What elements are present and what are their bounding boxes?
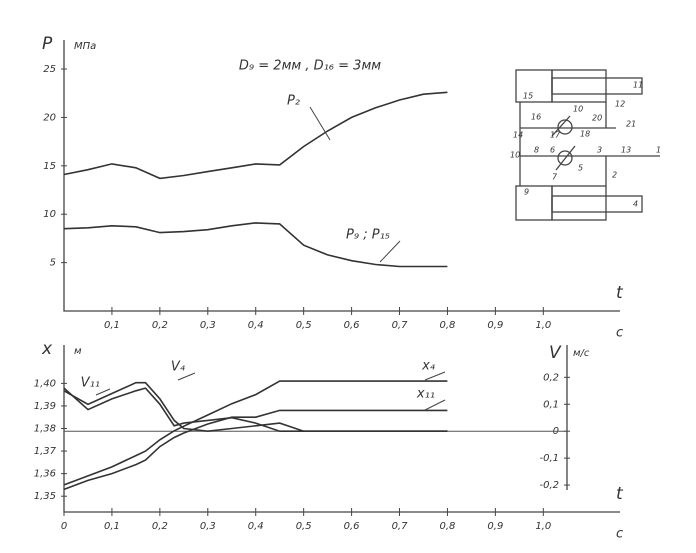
x-tick-label: 0,5 [296,320,312,331]
label-leader [309,106,331,141]
schematic-label: 3 [597,146,602,155]
label-leader [95,388,111,396]
schematic-label: 13 [621,146,631,155]
x-tick-label: 0,5 [296,521,312,532]
axes [63,40,620,312]
series-line [63,222,448,268]
series-line [63,380,448,486]
y-axis-unit: МПа [74,41,96,52]
schematic-label: 17 [550,131,561,140]
series-line [63,381,448,433]
schematic-label: 10 [573,105,583,114]
label-leader [424,399,446,411]
y-tick-label: 25 [43,64,56,75]
y-tick-label: 5 [50,258,56,269]
x-tick-label: 1,0 [535,320,551,331]
label-leader [424,371,446,381]
y-tick-label: 10 [43,209,56,220]
series-line [63,91,448,180]
series-label: P₂ [287,94,300,109]
schematic-label: 4 [633,200,638,209]
y2-tick-label: -0,1 [539,453,559,464]
schematic-label: 11 [633,81,643,90]
y-tick-label: 1,35 [34,491,56,502]
y-tick-label: 1,39 [34,401,56,412]
x-tick-label: 0 [61,521,67,532]
schematic-label: 15 [523,92,533,101]
schematic-label: 21 [626,120,636,129]
x-tick-label: 0,7 [392,320,409,331]
x-axis-unit: с [616,527,623,542]
schematic-label: 18 [580,130,590,139]
schematic-label: 5 [578,164,583,173]
y-axis-label: P [42,34,53,54]
series-line [63,409,448,491]
x-tick-label: 0,4 [248,521,264,532]
y2-axis-unit: м/с [573,348,590,359]
y-tick-label: 20 [43,112,56,123]
schematic-label: 8 [534,146,539,155]
x-tick-label: 0,1 [104,521,120,532]
y-axis-unit: м [74,346,82,357]
x-tick-label: 0,9 [487,320,503,331]
schematic-label: 7 [552,173,558,182]
x-tick-label: 0,1 [104,320,120,331]
x-axis-unit: с [616,326,623,341]
label-leader [379,240,401,263]
y-tick-label: 1,36 [34,469,56,480]
x-axis-label: t [616,283,624,303]
y2-tick-label: 0,2 [543,372,559,383]
x-tick-label: 0,3 [200,521,216,532]
x-tick-label: 0,6 [344,320,360,331]
schematic-label: 6 [550,146,555,155]
y-tick-label: 15 [43,161,56,172]
y-tick-label: 1,37 [34,446,57,457]
x-tick-label: 0,4 [248,320,264,331]
x-axis-label: t [616,484,624,504]
x-tick-label: 0,6 [344,521,360,532]
y-tick-label: 1,40 [34,378,56,389]
schematic [515,69,660,221]
y-axis-label: x [41,339,53,359]
x-tick-label: 0,3 [200,320,216,331]
series-label: V₁₁ [81,376,100,391]
x-tick-label: 0,2 [152,320,168,331]
series-label: V₄ [171,360,186,375]
x-tick-label: 0,7 [392,521,409,532]
x-tick-label: 0,8 [439,521,455,532]
schematic-label: 12 [615,100,625,109]
x-tick-label: 0,9 [487,521,503,532]
series-label: x₄ [421,359,436,374]
chart-title: D₉ = 2мм , D₁₆ = 3мм [239,59,381,74]
x-tick-label: 0,2 [152,521,168,532]
schematic-label: 20 [592,114,602,123]
schematic-label: 14 [513,131,523,140]
x-tick-label: 1,0 [535,521,551,532]
y2-tick-label: -0,2 [539,480,559,491]
schematic-label: 1 [656,146,661,155]
y2-tick-label: 0,1 [543,399,559,410]
y-tick-label: 1,38 [34,424,56,435]
series-label: P₉ ; P₁₅ [346,228,390,243]
series-label: x₁₁ [416,387,435,402]
schematic-label: 2 [612,171,617,180]
schematic-label: 9 [524,188,529,197]
axes [63,345,620,513]
x-tick-label: 0,8 [439,320,455,331]
schematic-label: 16 [531,113,541,122]
y2-axis-label: V [549,343,562,363]
label-leader [177,372,196,381]
schematic-label: 10 [510,151,520,160]
